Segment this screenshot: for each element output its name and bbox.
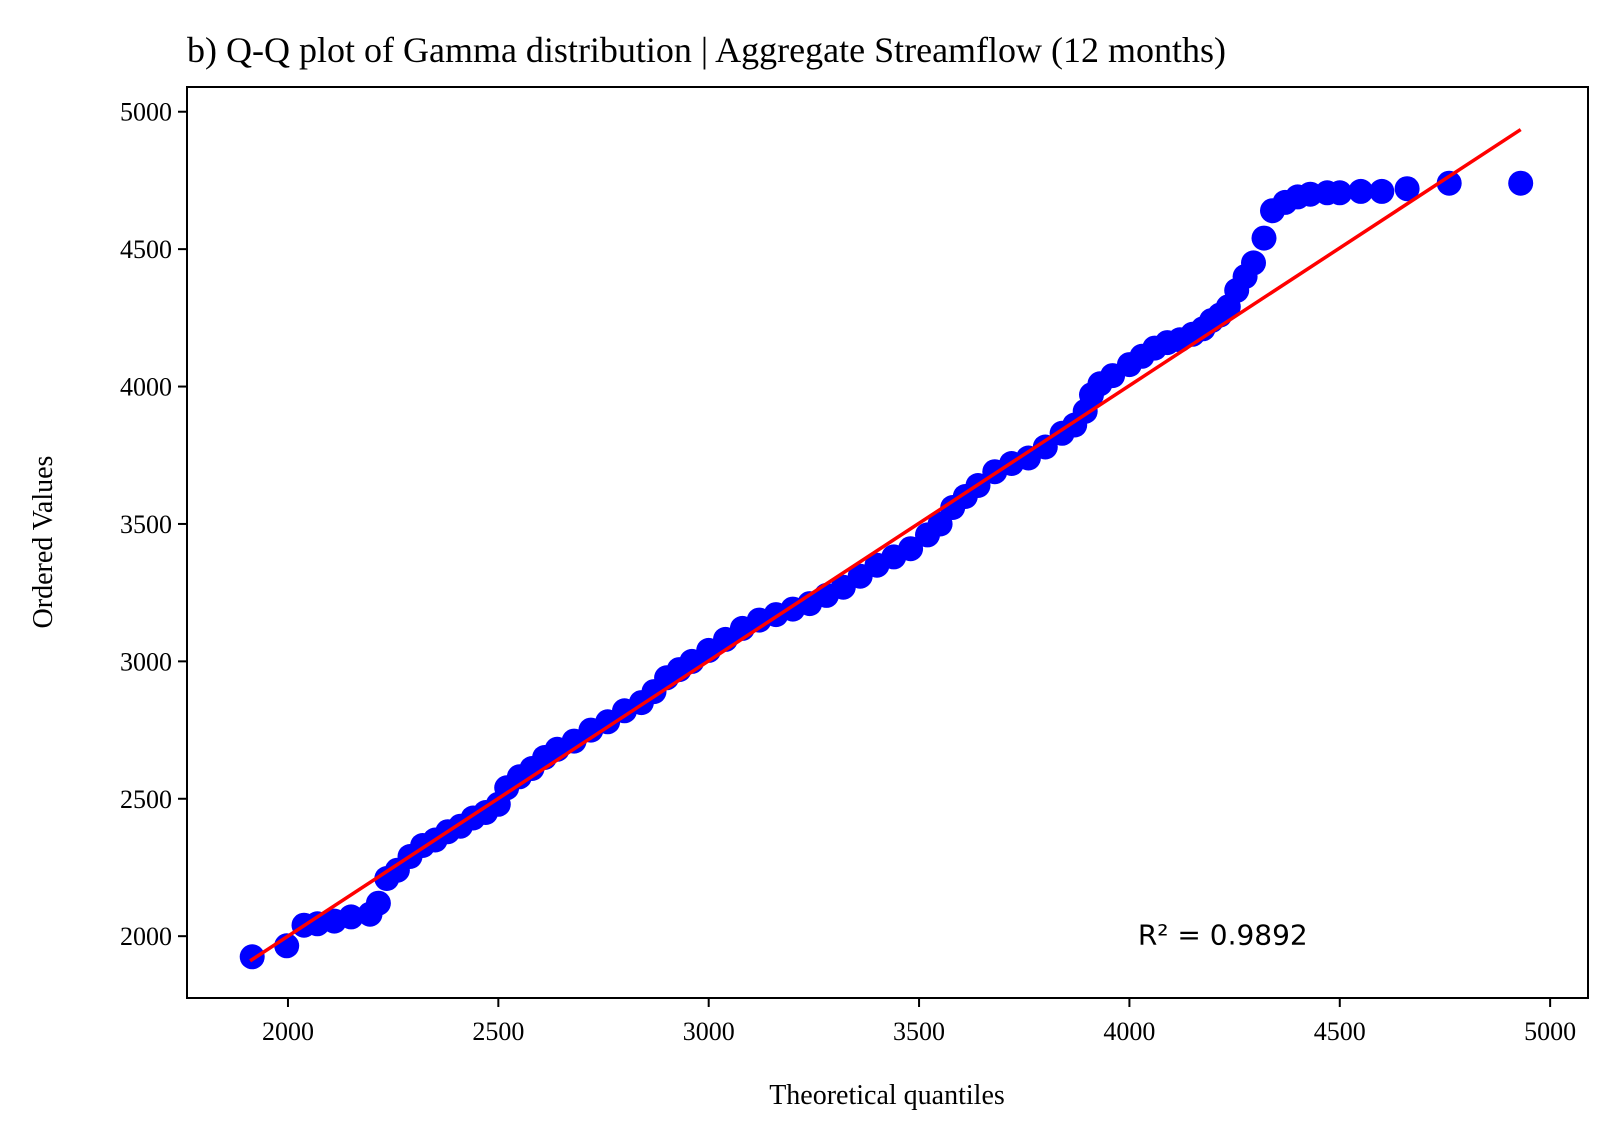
x-tick-label-3000: 3000 — [683, 1017, 735, 1046]
x-tick-label-5000: 5000 — [1524, 1017, 1576, 1046]
x-tick-label-3500: 3500 — [893, 1017, 945, 1046]
chart-title: b) Q-Q plot of Gamma distribution | Aggr… — [187, 30, 1226, 70]
data-point-5 — [338, 904, 364, 930]
data-point-72 — [1241, 250, 1266, 276]
data-point-7 — [365, 890, 391, 916]
y-tick-label-2000: 2000 — [120, 922, 172, 951]
x-axis-ticks: 2000 2500 3000 3500 4000 4500 5000 — [262, 998, 1576, 1046]
x-tick-label-2000: 2000 — [262, 1017, 314, 1046]
x-tick-label-4500: 4500 — [1314, 1017, 1366, 1046]
data-point-44 — [898, 536, 924, 562]
x-tick-label-4000: 4000 — [1103, 1017, 1155, 1046]
plot-frame — [186, 86, 1589, 999]
y-axis-ticks: 2000 2500 3000 3500 4000 4500 5000 — [120, 98, 187, 951]
y-tick-label-2500: 2500 — [120, 785, 172, 814]
y-tick-label-3000: 3000 — [120, 647, 172, 676]
y-tick-label-4500: 4500 — [120, 235, 172, 264]
x-axis-label: Theoretical quantiles — [769, 1080, 1005, 1111]
plot-area — [239, 128, 1534, 970]
fit-line — [249, 128, 1522, 963]
data-point-79 — [1327, 180, 1353, 206]
data-point-73 — [1251, 225, 1277, 251]
x-tick-label-2500: 2500 — [472, 1017, 524, 1046]
y-tick-label-5000: 5000 — [120, 98, 172, 127]
data-point-83 — [1436, 170, 1462, 196]
data-point-0 — [239, 944, 265, 970]
y-tick-label-3500: 3500 — [120, 510, 172, 539]
data-point-81 — [1369, 178, 1395, 204]
y-tick-label-4000: 4000 — [120, 373, 172, 402]
data-point-80 — [1348, 178, 1374, 204]
r-squared-annotation: R² = 0.9892 — [1138, 918, 1308, 951]
data-point-82 — [1394, 176, 1420, 202]
data-point-53 — [1032, 434, 1058, 460]
data-point-84 — [1508, 170, 1534, 196]
y-axis-label: Ordered Values — [28, 456, 59, 629]
